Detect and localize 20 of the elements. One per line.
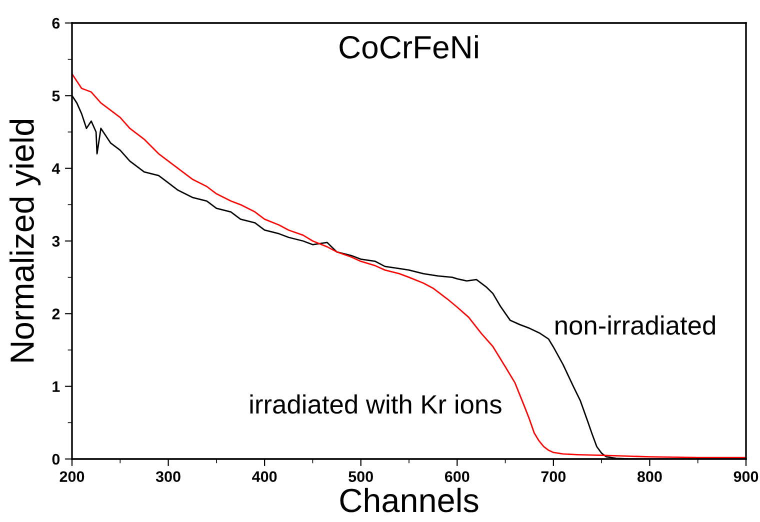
x-tick-label: 700 xyxy=(541,471,566,482)
x-tick-label: 800 xyxy=(637,471,662,482)
y-tick-label: 3 xyxy=(52,236,60,247)
y-tick-label: 1 xyxy=(52,381,60,392)
series-label: non-irradiated xyxy=(556,315,715,335)
y-tick-label: 4 xyxy=(52,163,60,174)
x-tick-label: 900 xyxy=(734,471,758,482)
x-tick-label: 300 xyxy=(156,471,180,482)
y-axis-title: Normalized yield xyxy=(10,120,41,362)
x-axis-title: Channels xyxy=(340,488,478,512)
series-label: irradiated with Kr ions xyxy=(250,394,502,414)
y-tick-label: 0 xyxy=(52,454,60,465)
x-tick-label: 600 xyxy=(444,471,470,482)
y-tick-label: 2 xyxy=(52,308,60,320)
chart-title: CoCrFeNi xyxy=(340,35,478,59)
y-tick-label: 6 xyxy=(52,18,60,29)
x-tick-label: 200 xyxy=(60,471,84,482)
y-tick-label: 5 xyxy=(52,90,60,102)
x-tick-label: 400 xyxy=(252,471,277,482)
x-tick-label: 500 xyxy=(348,471,373,482)
